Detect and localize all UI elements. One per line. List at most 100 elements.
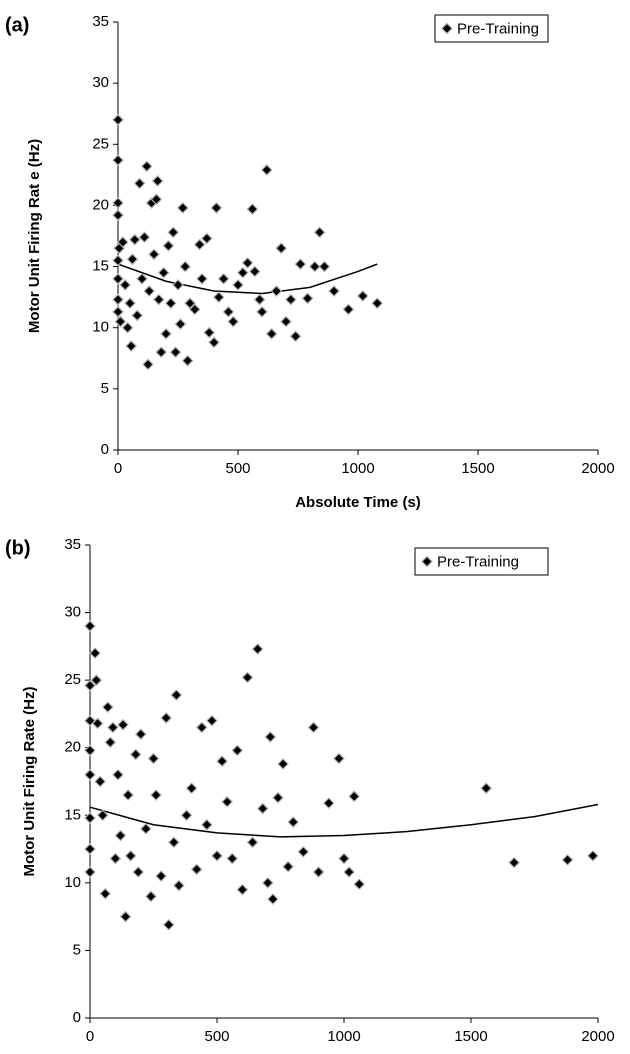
data-point [112,197,124,209]
data-point [112,768,124,781]
data-point [301,292,314,305]
data-point [312,866,325,878]
y-tick-label: 0 [101,441,109,458]
data-point [121,321,134,334]
data-point [241,671,254,684]
data-point [157,266,170,279]
data-point [236,266,249,279]
data-point [124,297,136,310]
data-point [195,721,208,734]
data-point [226,852,239,865]
trendline [117,263,378,295]
data-point [155,870,167,882]
data-point [284,293,297,306]
data-point [143,285,156,297]
legend-label: Pre-Training [437,553,519,570]
data-point [184,297,196,310]
data-point [136,272,148,285]
data-point [112,305,124,318]
data-point [122,789,134,801]
data-point [211,849,223,862]
data-point [109,852,122,865]
data-point [129,748,142,761]
x-tick-label: 2000 [581,460,614,477]
x-tick-label: 1500 [454,1028,487,1045]
data-point [174,318,187,330]
data-point [112,113,124,126]
data-point [117,718,129,731]
data-point [206,714,218,727]
data-point [140,822,152,835]
data-point [217,272,230,285]
data-point [227,315,240,328]
data-point [84,744,96,757]
x-tick-label: 500 [204,1028,229,1045]
x-tick-label: 1500 [461,460,494,477]
y-axis-title: Motor Unit Firing Rat e (Hz) [26,139,43,333]
data-point [124,849,137,862]
panel: (b)051015202530350500100015002000Absolut… [5,536,615,1045]
legend: Pre-Training [414,547,549,576]
data-point [152,293,165,306]
legend-marker [441,22,453,35]
data-point [261,877,274,889]
y-tick-label: 15 [92,258,109,275]
data-point [297,845,310,858]
data-point [232,279,244,291]
data-point [142,358,154,371]
data-point [348,790,361,803]
y-tick-label: 0 [73,1009,81,1026]
data-point [164,297,177,310]
data-point [275,242,288,255]
legend-marker [421,555,433,568]
data-point [338,852,350,865]
data-point [353,878,366,891]
data-point [150,193,163,206]
data-point [126,253,139,266]
data-point [322,797,335,809]
data-point [112,293,124,306]
data-point [155,346,168,359]
data-point [96,809,109,822]
y-axis-title: Motor Unit Firing Rate (Hz) [21,687,38,877]
data-point [508,856,521,869]
x-tick-label: 2000 [581,1028,614,1045]
data-point [169,346,182,359]
data-point [222,305,235,318]
data-point [89,647,101,659]
data-point [307,721,320,734]
data-point [84,843,96,855]
data-point [264,731,277,743]
y-tick-label: 30 [64,604,81,621]
data-point [94,775,107,788]
data-point [216,755,228,768]
data-point [270,285,283,297]
x-tick-label: 0 [114,460,122,477]
data-point [231,744,244,757]
data-point [112,209,124,222]
data-point [172,279,184,291]
data-point [277,758,289,770]
data-point [99,887,112,900]
data-point [212,291,225,303]
data-point [150,789,162,801]
data-point [84,679,96,692]
data-point [343,866,355,878]
data-point [236,883,249,896]
data-point [282,860,294,873]
y-tick-label: 25 [92,135,109,152]
data-point [112,254,124,267]
legend-label: Pre-Training [457,20,539,37]
data-point [260,164,273,176]
data-point [308,260,321,273]
x-axis-title: Absolute Time (s) [295,494,421,511]
data-point [328,285,340,297]
data-point [104,736,117,749]
data-point [128,233,141,246]
data-point [241,257,254,269]
data-point [181,354,194,367]
data-point [196,272,208,285]
data-point [561,854,574,866]
panel-label: (b) [5,537,31,559]
